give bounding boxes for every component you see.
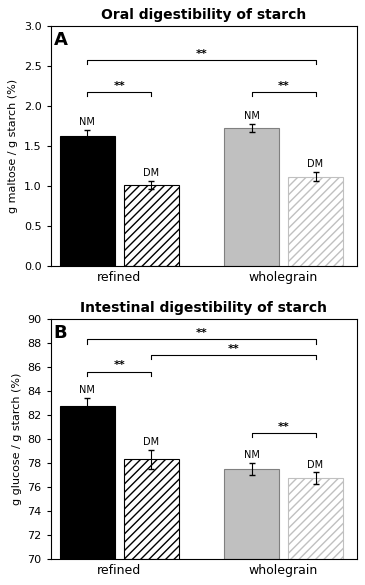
Y-axis label: g maltose / g starch (%): g maltose / g starch (%) [8,79,18,214]
Text: NM: NM [244,450,260,460]
Text: **: ** [278,422,289,432]
Title: Oral digestibility of starch: Oral digestibility of starch [101,8,306,22]
Text: **: ** [113,360,125,370]
Bar [124,185,178,266]
Text: **: ** [196,49,207,58]
Bar [60,136,115,266]
Text: NM: NM [79,385,95,395]
Text: **: ** [196,328,207,338]
Text: **: ** [278,81,289,91]
Text: DM: DM [307,159,324,169]
Title: Intestinal digestibility of starch: Intestinal digestibility of starch [80,301,327,315]
Y-axis label: g glucose / g starch (%): g glucose / g starch (%) [12,373,22,505]
Text: B: B [54,324,68,342]
Bar [288,479,343,559]
Text: DM: DM [143,168,159,178]
Text: **: ** [227,343,239,353]
Bar [60,407,115,559]
Bar [288,177,343,266]
Text: DM: DM [143,437,159,447]
Text: A: A [54,31,68,49]
Bar [224,469,279,559]
Text: DM: DM [307,459,324,470]
Bar [124,459,178,559]
Text: **: ** [113,81,125,91]
Bar [224,128,279,266]
Text: NM: NM [244,111,260,121]
Text: NM: NM [79,118,95,128]
